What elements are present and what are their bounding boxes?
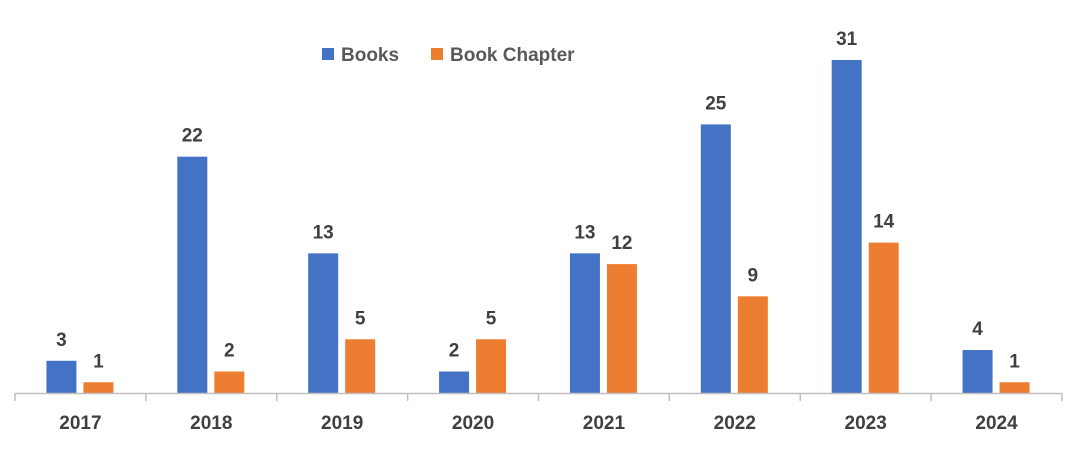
data-label: 9 <box>748 265 759 286</box>
bar-books <box>962 350 993 393</box>
legend-label: Book Chapter <box>450 45 575 66</box>
bar-books <box>439 371 470 393</box>
bars-group <box>46 60 1030 394</box>
data-label: 4 <box>972 319 983 340</box>
x-tick-label: 2017 <box>59 413 101 434</box>
x-tick-label: 2023 <box>845 413 887 434</box>
x-tick-label: 2019 <box>321 413 363 434</box>
legend-swatch <box>322 48 334 60</box>
data-label: 1 <box>93 351 104 372</box>
data-label: 25 <box>705 93 727 114</box>
data-label: 2 <box>449 341 460 362</box>
data-label: 13 <box>313 222 334 243</box>
bar-book-chapter <box>999 382 1030 393</box>
data-label: 31 <box>836 29 858 50</box>
bar-books <box>831 60 862 393</box>
data-label: 5 <box>486 308 497 329</box>
data-label: 2 <box>224 341 235 362</box>
bar-books <box>46 360 77 393</box>
x-tick-label: 2020 <box>452 413 494 434</box>
bar-book-chapter <box>83 382 114 393</box>
legend-swatch <box>431 48 443 60</box>
bar-book-chapter <box>868 242 899 393</box>
data-label: 12 <box>611 233 632 254</box>
bar-book-chapter <box>606 264 637 393</box>
bar-book-chapter <box>737 296 768 393</box>
data-label: 5 <box>355 308 366 329</box>
legend: Books Book Chapter <box>322 45 575 66</box>
x-axis: 2017 2018 2019 2020 2021 2022 2023 2024 <box>14 392 1063 434</box>
bar-books <box>700 124 731 394</box>
bar-books <box>569 253 600 393</box>
x-tick-label: 2024 <box>975 413 1018 434</box>
bar-books <box>177 156 208 393</box>
bar-books <box>308 253 339 393</box>
data-label: 13 <box>574 222 595 243</box>
x-tick-label: 2018 <box>190 413 232 434</box>
bar-book-chapter <box>214 371 245 393</box>
data-label: 3 <box>56 330 67 351</box>
data-label: 22 <box>182 126 203 147</box>
legend-label: Books <box>341 45 399 66</box>
bar-book-chapter <box>476 339 507 393</box>
x-tick-label: 2021 <box>583 413 626 434</box>
data-label: 1 <box>1009 351 1020 372</box>
bar-book-chapter <box>345 339 376 393</box>
data-label: 14 <box>873 212 895 233</box>
x-tick-label: 2022 <box>714 413 756 434</box>
